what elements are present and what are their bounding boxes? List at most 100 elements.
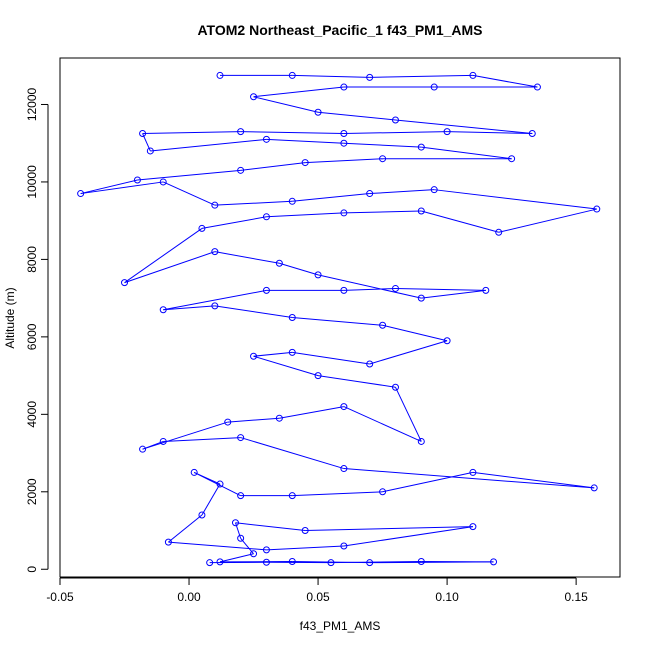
data-point xyxy=(469,468,477,476)
series-line-segment xyxy=(318,111,396,121)
data-point xyxy=(417,207,425,215)
y-axis-label: Altitude (m) xyxy=(3,287,17,348)
data-point xyxy=(262,135,270,143)
data-point xyxy=(146,147,154,155)
y-tick-label: 10000 xyxy=(25,165,39,199)
data-point xyxy=(391,284,399,292)
series-line-segment xyxy=(150,138,267,152)
data-point xyxy=(216,71,224,79)
data-point xyxy=(366,559,374,567)
x-axis-label: f43_PM1_AMS xyxy=(300,619,381,633)
data-point xyxy=(288,314,296,321)
series-line-segment xyxy=(137,169,241,181)
data-point xyxy=(417,437,425,445)
data-point xyxy=(340,542,348,550)
data-point xyxy=(417,558,425,566)
series-line-segment xyxy=(240,131,344,135)
data-point xyxy=(340,465,348,473)
series-line-segment xyxy=(369,561,494,564)
series-line-segment xyxy=(214,305,293,318)
y-tick-label: 6000 xyxy=(25,323,39,350)
data-point xyxy=(250,93,258,101)
series-line-segment xyxy=(253,355,319,377)
data-point xyxy=(340,83,348,91)
data-point xyxy=(262,213,270,221)
data-point xyxy=(417,143,425,151)
x-axis: -0.05 0.00 0.05 0.10 0.15 xyxy=(46,577,588,604)
series-line-segment xyxy=(395,119,533,135)
data-point xyxy=(366,190,374,198)
series-line-segment xyxy=(343,131,448,135)
series-line-segment xyxy=(142,131,241,135)
x-tick-label: 0.00 xyxy=(177,590,201,604)
data-point xyxy=(198,224,206,232)
data-point xyxy=(301,527,309,535)
series-line-segment xyxy=(395,287,486,291)
series-line-segment xyxy=(434,189,597,210)
series-line-segment xyxy=(124,228,203,284)
y-tick-label: 4000 xyxy=(25,401,39,428)
series-line-segment xyxy=(317,375,396,388)
series-line-segment xyxy=(163,437,241,442)
data-point xyxy=(314,271,322,279)
series-line-segment xyxy=(343,406,422,442)
data-point xyxy=(159,437,167,445)
data-point xyxy=(262,286,270,294)
series-line-segment xyxy=(163,181,216,206)
series-line-segment xyxy=(369,340,448,365)
series-line-segment xyxy=(279,262,319,276)
series-points xyxy=(77,71,601,567)
data-point xyxy=(275,259,283,267)
series-line-segment xyxy=(382,471,474,493)
y-tick-label: 12000 xyxy=(25,87,39,121)
series-line-segment xyxy=(214,251,280,264)
series-line-segment xyxy=(201,483,221,516)
data-point xyxy=(443,337,451,345)
series-line-segment xyxy=(266,138,344,144)
data-point xyxy=(206,559,214,567)
data-point xyxy=(590,484,598,492)
series-line-segment xyxy=(447,131,533,135)
series-line-segment xyxy=(343,526,473,547)
x-tick-label: 0.15 xyxy=(564,590,588,604)
data-point xyxy=(288,558,296,566)
series-line-segment xyxy=(168,514,203,543)
data-point xyxy=(77,190,85,198)
data-point xyxy=(275,414,283,422)
series-line-segment xyxy=(292,351,370,365)
series-lines xyxy=(80,74,597,564)
series-line-segment xyxy=(124,251,216,284)
data-point xyxy=(190,468,198,476)
series-line-segment xyxy=(253,351,293,357)
data-point xyxy=(533,83,541,91)
series-line-segment xyxy=(343,210,422,214)
y-tick-label: 8000 xyxy=(25,246,39,273)
series-line-segment xyxy=(343,287,396,291)
data-point xyxy=(366,73,374,81)
data-point xyxy=(482,286,490,294)
data-point xyxy=(231,519,239,527)
data-point xyxy=(340,139,348,147)
data-point xyxy=(528,130,536,138)
data-point xyxy=(340,403,348,411)
data-point xyxy=(262,546,270,554)
series-line-segment xyxy=(279,406,344,419)
series-line-segment xyxy=(227,417,280,423)
series-line-segment xyxy=(235,522,306,532)
data-point xyxy=(211,201,219,209)
series-line-segment xyxy=(253,96,319,113)
data-point xyxy=(593,205,601,213)
series-line-segment xyxy=(292,74,370,78)
data-point xyxy=(224,418,232,426)
data-point xyxy=(198,511,206,519)
series-line-segment xyxy=(214,200,293,206)
data-point xyxy=(469,523,477,531)
series-line-segment xyxy=(240,162,306,171)
x-tick-label: -0.05 xyxy=(46,590,74,604)
series-line-segment xyxy=(292,491,383,497)
data-point xyxy=(469,71,477,79)
series-line-segment xyxy=(472,74,538,88)
chart-title: ATOM2 Northeast_Pacific_1 f43_PM1_AMS xyxy=(197,22,482,38)
series-line-segment xyxy=(292,317,383,326)
series-line-segment xyxy=(80,181,164,195)
